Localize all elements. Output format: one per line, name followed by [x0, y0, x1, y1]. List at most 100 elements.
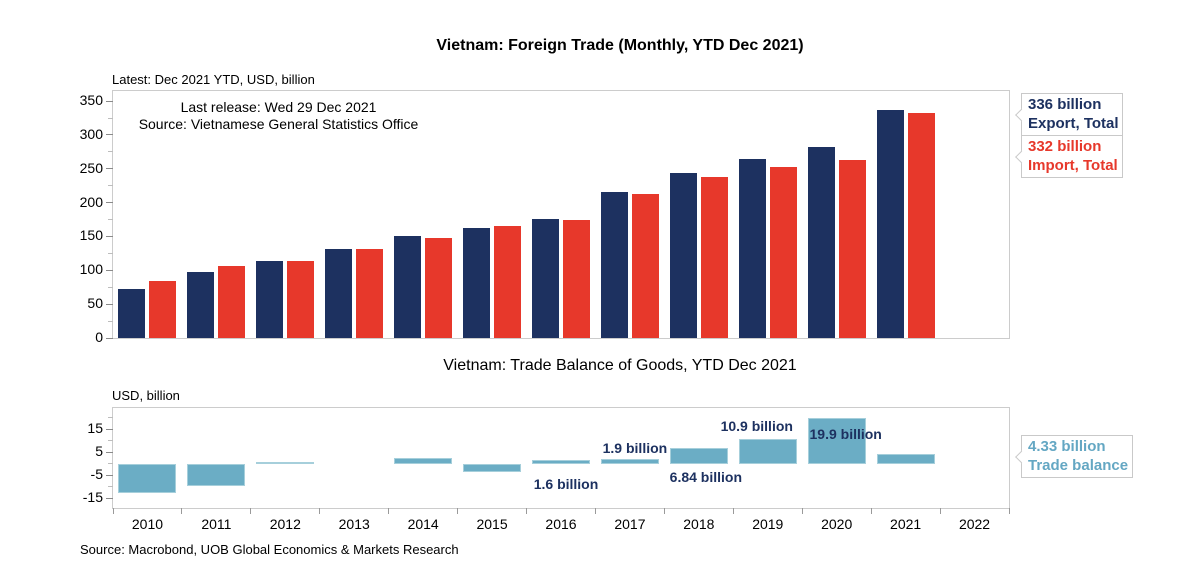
callout-pointer-icon — [1015, 450, 1028, 463]
y-axis-tick — [106, 451, 113, 453]
x-axis-year-label: 2010 — [131, 516, 164, 532]
y-axis-tick-label: 250 — [79, 159, 103, 176]
import-bar — [356, 248, 384, 338]
trade-balance-callout: 4.33 billion Trade balance — [1015, 435, 1133, 478]
export-bar — [876, 110, 904, 338]
export-bar — [118, 289, 146, 338]
import-bar — [287, 261, 315, 338]
x-axis-tick — [939, 508, 941, 514]
foreign-trade-plot: Last release: Wed 29 Dec 2021 Source: Vi… — [80, 90, 1010, 345]
trade-balance-bar — [394, 458, 453, 464]
bar-value-label: 19.9 billion — [809, 425, 882, 442]
export-bar — [807, 146, 835, 338]
bar-value-label: 6.84 billion — [669, 468, 743, 485]
annotation-last-release: Last release: Wed 29 Dec 2021 — [180, 99, 377, 115]
import-total-callout: 332 billion Import, Total — [1015, 135, 1123, 178]
trade-balance-bar — [669, 447, 728, 464]
y-axis-tick — [106, 428, 113, 430]
x-axis-year-label: 2020 — [821, 516, 853, 532]
x-axis-year-label: 2012 — [269, 516, 301, 532]
callout-pointer-icon — [1015, 108, 1028, 121]
x-axis-tick — [526, 508, 528, 514]
export-bar — [532, 218, 559, 338]
y-axis-tick-label: 100 — [79, 261, 103, 278]
x-axis-tick — [112, 508, 114, 514]
y-axis-minor-tick — [108, 185, 113, 187]
y-axis-tick — [106, 235, 113, 237]
x-axis-year-label: 2017 — [614, 516, 646, 532]
y-axis-tick — [106, 134, 113, 136]
bar-value-label: 1.9 billion — [602, 440, 668, 457]
x-axis-year-label: 2019 — [752, 516, 784, 532]
x-axis-year-label: 2011 — [201, 516, 232, 532]
y-axis-tick — [106, 100, 113, 102]
trade-balance-bar — [600, 459, 659, 464]
export-bar — [463, 228, 491, 338]
y-axis-tick-label: 15 — [87, 420, 103, 437]
export-bar — [325, 248, 353, 338]
x-axis-tick — [181, 508, 183, 514]
export-callout-value: 336 billion — [1028, 96, 1102, 113]
callout-pointer-icon — [1015, 150, 1028, 163]
export-bar — [669, 173, 697, 338]
annotation-source: Source: Vietnamese General Statistics Of… — [138, 116, 419, 132]
x-axis-year-label: 2016 — [545, 516, 577, 532]
y-axis-tick-label: 200 — [79, 193, 103, 210]
y-axis-tick-label: 0 — [95, 329, 103, 345]
x-axis-tick — [319, 508, 321, 514]
y-axis-minor-tick — [108, 151, 113, 153]
y-axis-tick — [106, 202, 113, 204]
trade-balance-bar — [738, 438, 797, 464]
top-callout-stack: 336 billion Export, Total 332 billion Im… — [1015, 93, 1123, 178]
import-bar — [631, 193, 659, 338]
import-bar — [425, 237, 453, 338]
y-axis-minor-tick — [108, 463, 113, 465]
y-axis-minor-tick — [108, 486, 113, 488]
import-callout-value: 332 billion — [1028, 138, 1102, 155]
y-axis-minor-tick — [108, 286, 113, 288]
y-axis-tick-label: 5 — [95, 443, 103, 460]
y-axis-tick-label: 350 — [79, 92, 103, 109]
bottom-chart-title: Vietnam: Trade Balance of Goods, YTD Dec… — [443, 357, 797, 374]
y-axis-tick — [106, 303, 113, 305]
top-chart-annotation: Last release: Wed 29 Dec 2021 Source: Vi… — [131, 99, 426, 133]
export-bar — [187, 272, 215, 338]
x-axis-tick — [594, 508, 596, 514]
import-bar — [149, 280, 177, 338]
import-bar — [218, 265, 246, 338]
balance-callout-value: 4.33 billion — [1028, 438, 1106, 455]
y-axis-tick — [106, 497, 113, 499]
y-axis-tick-label: 50 — [87, 295, 103, 312]
balance-callout-label: Trade balance — [1028, 457, 1129, 474]
y-axis-minor-tick — [108, 117, 113, 119]
x-axis-tick — [388, 508, 390, 514]
import-bar — [563, 219, 590, 338]
x-axis-tick — [1008, 508, 1010, 514]
import-callout-label: Import, Total — [1028, 157, 1118, 174]
y-axis-tick-label: -15 — [82, 489, 103, 506]
x-axis-year-label: 2022 — [958, 516, 991, 532]
x-axis-tick — [663, 508, 665, 514]
import-bar — [494, 225, 522, 338]
trade-balance-bar — [118, 463, 177, 493]
bar-value-label: 10.9 billion — [720, 417, 793, 434]
bar-value-label: 1.6 billion — [533, 475, 599, 492]
import-bar — [838, 160, 866, 338]
export-bar — [600, 192, 628, 338]
x-axis-year-label: 2018 — [683, 516, 715, 532]
import-bar — [769, 166, 797, 338]
trade-balance-bar — [256, 461, 315, 464]
trade-balance-bar — [876, 453, 935, 464]
x-axis-tick — [801, 508, 803, 514]
trade-balance-bar — [807, 417, 866, 464]
export-bar — [738, 159, 766, 338]
x-axis-year-label: 2014 — [407, 516, 439, 532]
x-axis-tick — [457, 508, 459, 514]
y-axis-tick — [106, 168, 113, 170]
y-axis-tick — [106, 474, 113, 476]
trade-balance-bar — [532, 459, 590, 464]
y-axis-minor-tick — [108, 252, 113, 254]
export-total-callout: 336 billion Export, Total — [1015, 93, 1123, 136]
export-bar — [256, 260, 284, 338]
